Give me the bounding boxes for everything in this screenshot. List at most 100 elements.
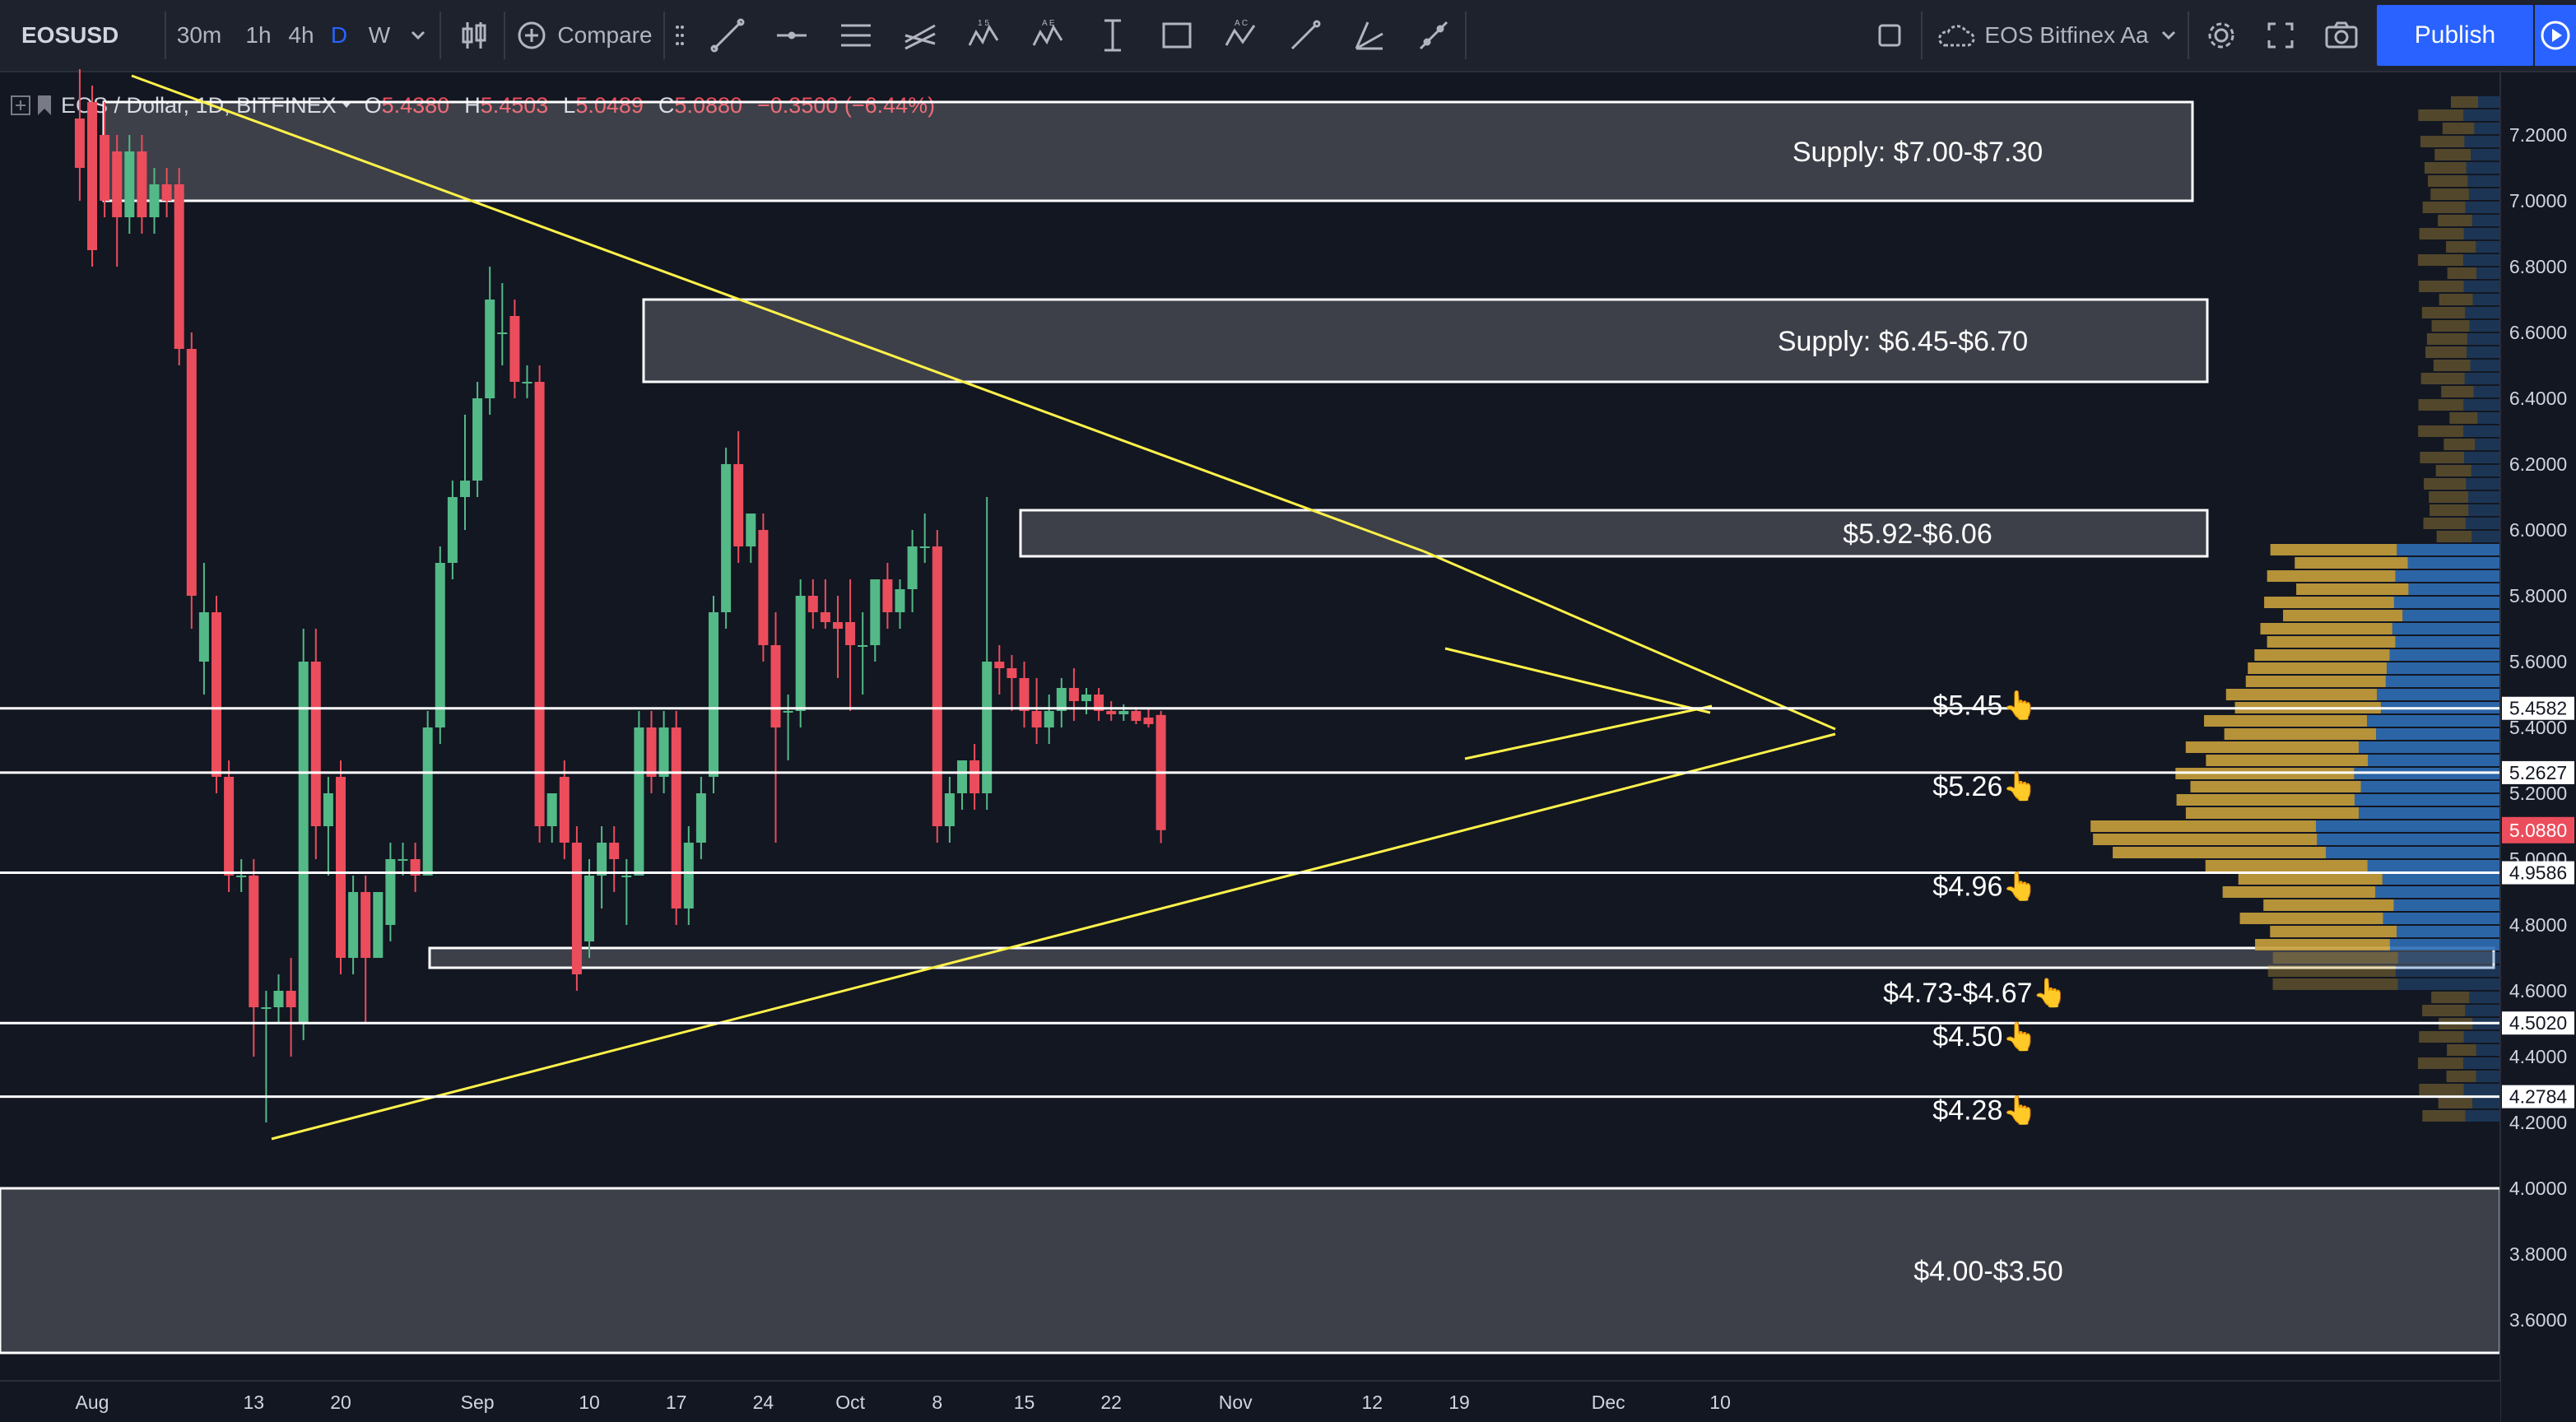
volume-profile-bar xyxy=(2395,636,2500,648)
volume-profile-bar xyxy=(2395,570,2500,582)
layout-name: EOS Bitfinex Aa xyxy=(1984,22,2149,48)
chart-type-button[interactable] xyxy=(449,0,499,71)
candle xyxy=(1131,708,1142,724)
pitchfork-tool[interactable] xyxy=(889,0,951,71)
candle-body xyxy=(161,184,172,201)
volume-profile-bar xyxy=(2431,992,2470,1003)
volume-profile-bar xyxy=(2418,254,2464,266)
elliott-wave-tool[interactable]: A E xyxy=(1017,0,1080,71)
candle-body xyxy=(571,843,582,974)
cloud-icon xyxy=(1938,25,1975,47)
bookmark-icon xyxy=(38,95,51,115)
interval-label: W xyxy=(368,22,391,48)
layout-selector[interactable]: EOS Bitfinex Aa xyxy=(1929,0,2184,71)
time-tick-label: 10 xyxy=(579,1392,600,1413)
volume-profile-bar xyxy=(2425,346,2467,358)
zones-layer xyxy=(0,100,2502,1355)
volume-profile-bar xyxy=(2464,136,2500,147)
candle-body xyxy=(485,300,495,398)
toolbar-divider xyxy=(1465,12,1467,59)
volume-profile-bar xyxy=(2407,557,2500,569)
interval-w[interactable]: W xyxy=(359,0,400,71)
candle xyxy=(398,843,408,876)
candle xyxy=(497,283,508,365)
volume-profile-bar xyxy=(2190,781,2361,792)
interval-30m[interactable]: 30m xyxy=(173,0,226,71)
candle xyxy=(1094,688,1104,721)
volume-profile-bar xyxy=(2421,307,2466,318)
volume-profile-bar xyxy=(2225,689,2378,700)
svg-text:A C: A C xyxy=(1235,19,1248,28)
abcd-pattern-tool[interactable]: A C xyxy=(1210,0,1272,71)
candle xyxy=(485,267,495,415)
candle-body xyxy=(907,546,918,589)
gann-tool[interactable] xyxy=(1338,0,1401,71)
volume-profile-bar xyxy=(2402,610,2500,621)
brush-tool[interactable] xyxy=(1274,0,1337,71)
candle xyxy=(634,711,644,876)
play-icon xyxy=(2541,21,2570,50)
candle xyxy=(1068,668,1079,721)
candle xyxy=(336,760,346,974)
price-tick-label: 5.6000 xyxy=(2509,651,2567,672)
interval-d[interactable]: D xyxy=(321,0,357,71)
replay-button[interactable] xyxy=(2535,5,2576,66)
fullscreen-chart-button[interactable] xyxy=(1863,0,1916,71)
candle xyxy=(721,448,732,629)
fullscreen-button[interactable] xyxy=(2252,0,2309,71)
rectangle-tool[interactable] xyxy=(1146,0,1208,71)
legend-title[interactable]: EOS / Dollar, 1D, BITFINEX xyxy=(61,92,337,118)
volume-profile-bar xyxy=(2436,531,2472,542)
volume-profile-bar xyxy=(2463,109,2500,121)
interval-label: D xyxy=(330,22,348,48)
measure-tool[interactable] xyxy=(1081,0,1144,71)
level-label: $4.28👆 xyxy=(1932,1094,2037,1127)
volume-profile-bar xyxy=(2463,399,2500,411)
gear-icon xyxy=(2208,22,2234,49)
volume-profile-bar xyxy=(2397,926,2500,937)
candle xyxy=(286,958,296,1057)
candle xyxy=(212,596,221,793)
settings-button[interactable] xyxy=(2192,0,2250,71)
supply-demand-zone xyxy=(642,298,2209,383)
candle xyxy=(807,579,818,629)
symbol-search[interactable]: EOSUSD xyxy=(0,0,186,71)
interval-1h[interactable]: 1h xyxy=(234,0,283,71)
candle-body xyxy=(323,793,333,826)
time-axis-bg xyxy=(0,1381,2500,1422)
volume-profile-bar xyxy=(2472,294,2500,305)
chevron-down-icon[interactable] xyxy=(340,100,353,110)
candle xyxy=(820,579,830,629)
price-tick-label: 5.0000 xyxy=(2509,848,2567,870)
horizontal-line-tool[interactable] xyxy=(760,0,823,71)
snapshot-button[interactable] xyxy=(2313,0,2370,71)
candle xyxy=(919,514,930,563)
drawing-toolbar-handle[interactable] xyxy=(670,0,690,71)
interval-label: 4h xyxy=(288,22,314,48)
trendline-tool[interactable] xyxy=(696,0,759,71)
volume-profile-bar xyxy=(2419,228,2464,239)
compare-button[interactable]: Compare xyxy=(510,0,658,71)
candle-body xyxy=(820,612,830,622)
candle xyxy=(783,695,793,760)
pattern-tool[interactable]: 1 5 xyxy=(953,0,1016,71)
candle xyxy=(509,300,520,398)
open-label: O xyxy=(364,92,382,118)
projection-tool[interactable] xyxy=(1402,0,1465,71)
toolbar-divider xyxy=(1921,12,1923,59)
volume-profile-bar xyxy=(2470,360,2500,371)
interval-dropdown[interactable] xyxy=(402,0,435,71)
volume-profile-bar xyxy=(2465,1110,2500,1122)
volume-profile-bar xyxy=(2472,1097,2500,1108)
candle xyxy=(982,497,993,810)
price-tick-label: 4.0000 xyxy=(2509,1178,2567,1199)
level-label: $5.26👆 xyxy=(1932,770,2037,802)
publish-button[interactable]: Publish xyxy=(2377,5,2533,66)
candle xyxy=(695,777,706,859)
trendline xyxy=(1464,704,1713,760)
parallel-channel-tool[interactable] xyxy=(825,0,887,71)
interval-4h[interactable]: 4h xyxy=(277,0,326,71)
candle-body xyxy=(1019,678,1030,711)
collapse-legend-button[interactable] xyxy=(8,93,33,118)
